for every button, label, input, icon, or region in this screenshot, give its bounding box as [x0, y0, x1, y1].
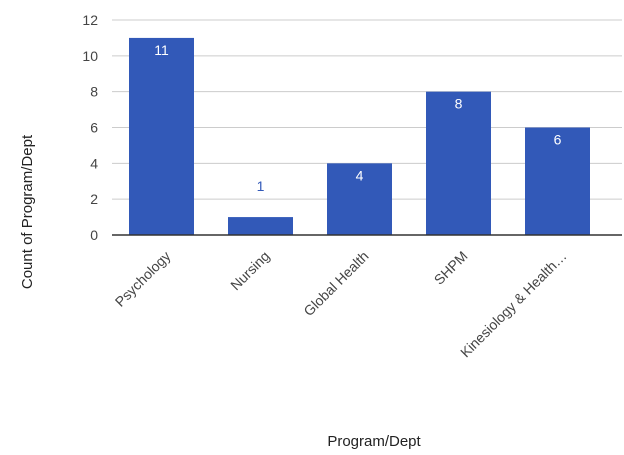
x-axis-ticks: Psychology Nursing Global Health SHPMKinesi…: [112, 248, 570, 361]
bar-2: [327, 163, 392, 235]
x-tick-label-0: Psychology: [112, 248, 174, 310]
data-label-3: 8: [455, 96, 463, 112]
data-label-4: 6: [554, 132, 562, 148]
x-tick-label-3: SHPM: [431, 248, 471, 288]
y-tick-label-4: 8: [90, 84, 98, 100]
x-tick-label-2: Global Health: [300, 248, 371, 319]
bar-4: [525, 127, 590, 235]
x-tick-label-4: Kinesiology & Health…: [457, 248, 570, 361]
y-axis-title: Count of Program/Dept: [19, 134, 36, 289]
bar-0: [129, 37, 194, 235]
data-label-2: 4: [356, 167, 364, 183]
data-label-1: 1: [257, 178, 265, 194]
bar-1: [228, 217, 293, 235]
y-tick-label-2: 4: [90, 155, 98, 171]
x-tick-label-1: Nursing: [227, 248, 272, 293]
y-axis-ticks: 0 2 4 6 8 10 12: [82, 12, 98, 243]
y-tick-label-3: 6: [90, 120, 98, 136]
data-label-0: 11: [154, 42, 169, 58]
y-tick-label-0: 0: [90, 227, 98, 243]
y-tick-label-1: 2: [90, 191, 98, 207]
y-tick-label-6: 12: [82, 12, 98, 28]
x-axis-title: Program/Dept: [327, 433, 421, 450]
bar-3: [426, 91, 491, 236]
y-tick-label-5: 10: [82, 48, 98, 64]
